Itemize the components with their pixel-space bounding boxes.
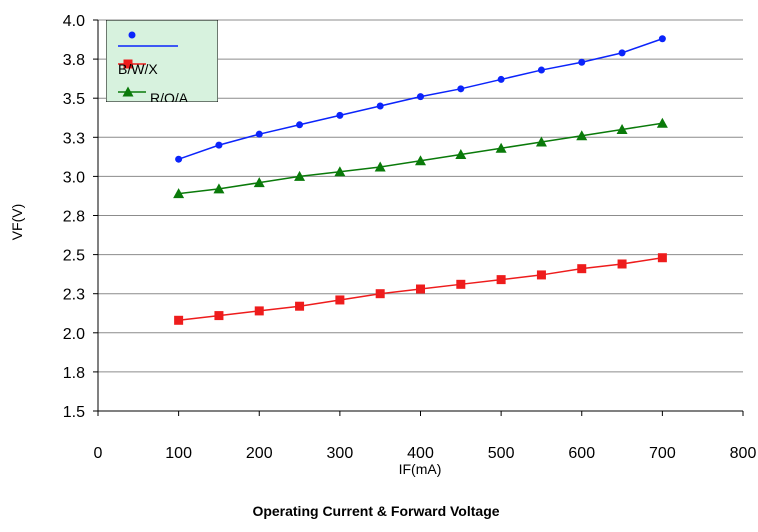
- legend-content: B/W/X R/O/A: [106, 20, 218, 106]
- data-point: [336, 111, 344, 119]
- y-tick-label: 3.8: [63, 52, 85, 69]
- data-point: [255, 130, 263, 138]
- data-point: [294, 170, 306, 181]
- x-tick-label: 500: [488, 445, 515, 462]
- data-point: [577, 264, 587, 274]
- series-layer: [173, 35, 668, 325]
- data-point: [416, 284, 425, 294]
- data-point: [335, 295, 345, 305]
- data-point: [415, 155, 426, 166]
- data-point: [253, 177, 265, 188]
- data-point: [296, 121, 304, 129]
- y-tick-label: 3.0: [63, 169, 85, 186]
- legend-marker: [128, 31, 136, 39]
- data-point: [576, 130, 588, 141]
- x-tick-label: 0: [94, 445, 103, 462]
- x-tick-label: 400: [407, 445, 434, 462]
- data-point: [417, 93, 424, 101]
- data-point: [616, 123, 628, 134]
- data-point: [295, 301, 305, 311]
- y-tick-label: 2.5: [63, 248, 85, 265]
- y-tick-label: 3.5: [63, 91, 85, 108]
- x-tick-label: 600: [568, 445, 595, 462]
- grid-layer: [98, 19, 743, 373]
- data-point: [497, 75, 505, 83]
- data-point: [376, 102, 384, 110]
- y-tick-label: 2.0: [63, 326, 85, 343]
- data-point: [334, 166, 346, 177]
- x-tick-label: 700: [649, 445, 676, 462]
- data-point: [618, 49, 626, 57]
- axes-layer: 1.5 1.8 2.0 2.3 2.5 2.8 3.0 3.3 3.5 3.8 4.0 0 100 200…: [63, 13, 757, 462]
- data-point: [374, 161, 386, 172]
- data-point: [215, 141, 223, 149]
- legend-label: B/W/X: [118, 61, 158, 77]
- legend: B/W/X R/O/A: [106, 20, 218, 106]
- series-1: [174, 253, 667, 325]
- data-point: [214, 311, 224, 321]
- data-point: [658, 35, 666, 43]
- data-point: [173, 188, 185, 199]
- y-tick-label: 1.8: [63, 365, 85, 382]
- y-tick-label: 4.0: [63, 13, 85, 30]
- x-tick-label: 800: [730, 445, 757, 462]
- data-point: [617, 259, 627, 269]
- data-point: [536, 270, 546, 280]
- y-tick-label: 2.3: [63, 287, 85, 304]
- data-point: [457, 85, 465, 93]
- data-point: [456, 279, 466, 289]
- data-point: [375, 289, 385, 299]
- y-tick-label: 3.3: [63, 130, 85, 147]
- data-point: [175, 155, 183, 163]
- legend-label: R/O/A: [150, 90, 189, 106]
- legend-marker: [123, 59, 133, 69]
- series-0: [175, 35, 666, 163]
- data-point: [535, 136, 547, 147]
- data-point: [174, 315, 184, 325]
- series-2: [173, 117, 668, 199]
- data-point: [495, 142, 507, 153]
- x-tick-label: 200: [246, 445, 273, 462]
- y-axis-label: VF(V): [9, 204, 25, 241]
- data-point: [496, 275, 506, 285]
- data-point: [537, 66, 545, 74]
- legend-marker: [122, 86, 134, 97]
- data-point: [254, 306, 264, 316]
- data-point: [213, 183, 225, 194]
- y-tick-label: 2.8: [63, 209, 85, 226]
- chart-title: Operating Current & Forward Voltage: [252, 503, 499, 519]
- data-point: [656, 117, 668, 128]
- data-point: [578, 58, 586, 66]
- y-tick-label: 1.5: [63, 404, 85, 421]
- x-axis-label: IF(mA): [399, 461, 442, 477]
- x-tick-label: 300: [327, 445, 354, 462]
- data-point: [455, 149, 467, 160]
- data-point: [657, 253, 667, 263]
- x-tick-label: 100: [165, 445, 192, 462]
